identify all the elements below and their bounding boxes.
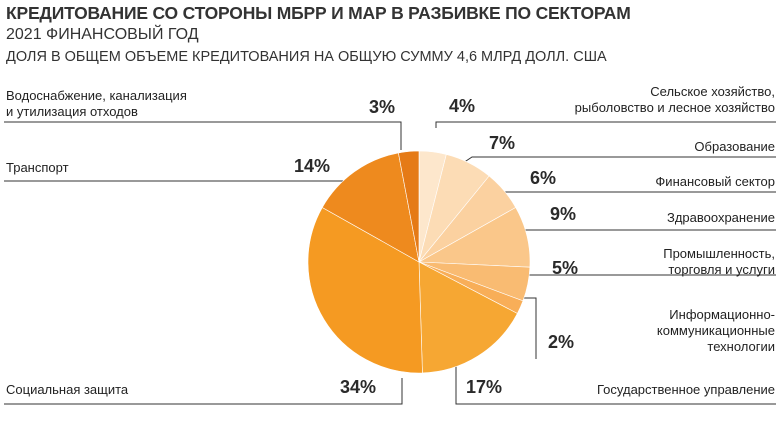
- pie-slice: [321, 152, 420, 263]
- slice-label: Водоснабжение, канализация и утилизация о…: [6, 88, 187, 119]
- slice-label: Промышленность, торговля и услуги: [663, 246, 775, 277]
- leader-line: [4, 121, 402, 150]
- leader-line: [435, 121, 776, 128]
- slice-label: Транспорт: [6, 160, 69, 175]
- leader-line: [4, 378, 403, 405]
- pie-slice: [418, 261, 518, 374]
- slice-label: Образование: [694, 139, 775, 154]
- leader-line: [459, 156, 776, 166]
- slice-percent: 17%: [466, 377, 503, 397]
- slice-label: Здравоохранение: [666, 210, 775, 225]
- slice-percent: 14%: [294, 156, 331, 176]
- slice-percent: 34%: [340, 377, 377, 397]
- leader-line: [455, 365, 776, 405]
- slice-percent: 5%: [552, 258, 579, 278]
- slice-percent: 2%: [548, 332, 575, 352]
- slice-label: Социальная защита: [6, 382, 129, 397]
- slice-label: Финансовый сектор: [655, 174, 775, 189]
- chart-title: КРЕДИТОВАНИЕ СО СТОРОНЫ МБРР И МАР В РАЗ…: [6, 3, 631, 23]
- chart-subtitle: 2021 ФИНАНСОВЫЙ ГОД: [6, 26, 199, 43]
- slice-label: Государственное управление: [597, 382, 775, 397]
- leader-line: [521, 297, 537, 359]
- slice-label: Информационно-коммуникационные технологии: [656, 307, 775, 354]
- slice-percent: 4%: [449, 96, 476, 116]
- slice-label: Сельское хозяйство, рыболовство и лесное …: [574, 84, 775, 115]
- pie-slice: [398, 150, 420, 263]
- chart-note: ДОЛЯ В ОБЩЕМ ОБЪЕМЕ КРЕДИТОВАНИЯ НА ОБЩУ…: [6, 49, 607, 65]
- slice-percent: 3%: [369, 97, 396, 117]
- slice-percent: 6%: [530, 168, 557, 188]
- pie-slice: [307, 207, 423, 374]
- slice-percent: 7%: [489, 133, 516, 153]
- slice-percent: 9%: [550, 204, 577, 224]
